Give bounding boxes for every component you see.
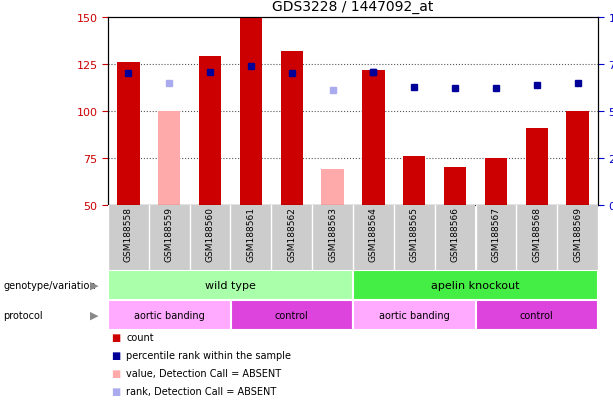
Bar <box>189 206 230 271</box>
Text: ▶: ▶ <box>90 310 99 320</box>
Text: aortic banding: aortic banding <box>379 310 449 320</box>
Text: genotype/variation: genotype/variation <box>3 280 96 290</box>
Bar <box>108 271 353 300</box>
Text: GSM188562: GSM188562 <box>287 207 296 261</box>
Bar <box>158 112 180 206</box>
Bar <box>108 300 230 330</box>
Bar <box>321 170 344 206</box>
Text: GSM188564: GSM188564 <box>369 207 378 261</box>
Text: aortic banding: aortic banding <box>134 310 205 320</box>
Text: GSM188568: GSM188568 <box>532 207 541 262</box>
Bar <box>435 206 476 271</box>
Bar <box>281 52 303 206</box>
Bar <box>566 112 589 206</box>
Bar <box>394 206 435 271</box>
Bar <box>199 57 221 206</box>
Text: rank, Detection Call = ABSENT: rank, Detection Call = ABSENT <box>126 386 276 396</box>
Text: GSM188558: GSM188558 <box>124 207 133 262</box>
Bar <box>240 18 262 206</box>
Text: value, Detection Call = ABSENT: value, Detection Call = ABSENT <box>126 368 281 378</box>
Text: percentile rank within the sample: percentile rank within the sample <box>126 350 291 360</box>
Text: GSM188561: GSM188561 <box>246 207 256 262</box>
Bar <box>476 300 598 330</box>
Text: wild type: wild type <box>205 280 256 290</box>
Text: GSM188559: GSM188559 <box>165 207 173 262</box>
Bar <box>485 159 507 206</box>
Text: apelin knockout: apelin knockout <box>432 280 520 290</box>
Text: GSM188560: GSM188560 <box>205 207 215 262</box>
Bar <box>353 271 598 300</box>
Bar <box>312 206 353 271</box>
Bar <box>525 128 548 206</box>
Text: ▶: ▶ <box>90 280 99 290</box>
Bar <box>516 206 557 271</box>
Bar <box>444 168 466 206</box>
Bar <box>353 206 394 271</box>
Text: control: control <box>275 310 308 320</box>
Bar <box>230 206 272 271</box>
Text: count: count <box>126 332 154 342</box>
Text: control: control <box>520 310 554 320</box>
Text: protocol: protocol <box>3 310 43 320</box>
Bar <box>230 300 353 330</box>
Text: ■: ■ <box>111 350 120 360</box>
Bar <box>272 206 312 271</box>
Text: GSM188569: GSM188569 <box>573 207 582 262</box>
Bar <box>403 157 425 206</box>
Title: GDS3228 / 1447092_at: GDS3228 / 1447092_at <box>272 0 433 14</box>
Bar <box>362 71 384 206</box>
Text: GSM188565: GSM188565 <box>409 207 419 262</box>
Text: GSM188567: GSM188567 <box>492 207 500 262</box>
Bar <box>117 63 140 206</box>
Text: ■: ■ <box>111 386 120 396</box>
Text: ■: ■ <box>111 332 120 342</box>
Text: ■: ■ <box>111 368 120 378</box>
Bar <box>476 206 516 271</box>
Bar <box>108 206 149 271</box>
Bar <box>557 206 598 271</box>
Text: GSM188566: GSM188566 <box>451 207 460 262</box>
Text: GSM188563: GSM188563 <box>328 207 337 262</box>
Bar <box>149 206 189 271</box>
Bar <box>353 300 476 330</box>
